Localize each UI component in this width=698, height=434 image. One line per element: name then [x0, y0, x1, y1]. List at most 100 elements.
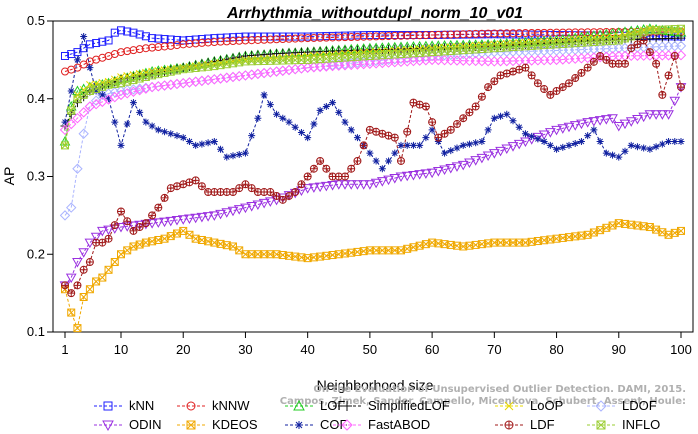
data-point — [98, 238, 107, 247]
data-point — [135, 223, 144, 232]
data-point — [521, 29, 530, 38]
data-point — [252, 200, 264, 211]
data-point — [260, 91, 268, 99]
data-point — [602, 149, 610, 157]
legend-item-odin: ODIN — [94, 417, 162, 432]
data-point — [295, 421, 303, 429]
data-point — [528, 132, 536, 140]
data-point — [677, 83, 685, 92]
data-point — [129, 28, 138, 37]
data-point — [495, 146, 506, 157]
data-point — [376, 177, 388, 187]
data-point — [409, 141, 417, 149]
data-point — [446, 30, 455, 39]
series-cof — [61, 33, 685, 173]
data-point — [384, 32, 393, 41]
data-point — [210, 37, 219, 46]
data-point — [533, 79, 542, 88]
data-point — [663, 110, 674, 120]
data-point — [117, 48, 125, 57]
data-point — [627, 44, 636, 53]
data-point — [303, 34, 312, 43]
data-point — [671, 138, 679, 146]
legend-item-ldf: LDF — [495, 417, 555, 432]
data-point — [78, 107, 89, 118]
data-point — [191, 176, 200, 185]
x-tick-label: 40 — [300, 342, 314, 357]
data-point — [152, 218, 164, 228]
data-point — [341, 33, 349, 42]
data-point — [67, 87, 75, 95]
data-point — [141, 32, 150, 41]
data-point — [378, 32, 387, 41]
data-point — [177, 215, 189, 225]
data-point — [322, 33, 331, 42]
data-point — [333, 180, 345, 190]
series-line — [64, 86, 682, 286]
data-point — [590, 126, 598, 134]
data-point — [395, 172, 407, 183]
data-point — [98, 91, 106, 99]
data-point — [304, 134, 312, 142]
data-point — [571, 74, 580, 83]
data-point — [389, 174, 401, 184]
data-point — [148, 43, 157, 52]
data-point — [266, 188, 275, 197]
data-point — [447, 147, 455, 155]
data-point — [208, 211, 220, 221]
series-layer — [59, 23, 687, 333]
data-point — [253, 35, 262, 44]
data-point — [134, 220, 146, 231]
data-point — [353, 134, 361, 142]
data-point — [665, 138, 673, 146]
data-point — [345, 180, 357, 190]
data-point — [285, 118, 293, 126]
data-point — [110, 28, 119, 37]
data-point — [609, 151, 617, 159]
data-point — [633, 143, 641, 151]
data-point — [645, 48, 654, 57]
x-tick-label: 60 — [425, 342, 439, 357]
data-point — [222, 37, 231, 46]
data-point — [309, 164, 318, 173]
data-point — [185, 39, 194, 48]
data-point — [521, 130, 529, 138]
data-point — [465, 140, 473, 148]
data-point — [582, 118, 594, 128]
data-point — [391, 149, 399, 157]
data-point — [546, 141, 554, 149]
data-point — [459, 114, 468, 123]
data-point — [565, 141, 573, 149]
data-point — [190, 213, 202, 224]
data-point — [67, 308, 76, 317]
legend-label: ODIN — [129, 417, 162, 432]
data-point — [160, 42, 169, 51]
legend-label: SimplifiedLOF — [368, 398, 450, 413]
data-point — [61, 281, 69, 290]
data-point — [92, 87, 100, 95]
data-point — [166, 41, 175, 50]
data-point — [90, 232, 102, 243]
data-point — [67, 50, 76, 59]
data-point — [472, 139, 480, 147]
data-point — [173, 35, 181, 44]
data-point — [409, 31, 418, 40]
data-point — [658, 90, 667, 99]
data-point — [507, 142, 519, 152]
legend-label: LDOF — [622, 398, 657, 413]
data-point — [72, 163, 83, 174]
data-point — [596, 138, 604, 146]
data-point — [600, 115, 612, 125]
data-point — [670, 51, 679, 60]
data-point — [353, 32, 362, 41]
data-point — [216, 37, 225, 46]
data-point — [308, 183, 320, 193]
data-point — [104, 265, 113, 274]
data-point — [197, 182, 206, 191]
data-point — [538, 130, 550, 141]
data-point — [470, 156, 482, 166]
data-point — [314, 182, 326, 193]
data-point — [459, 141, 467, 149]
data-point — [408, 170, 419, 181]
